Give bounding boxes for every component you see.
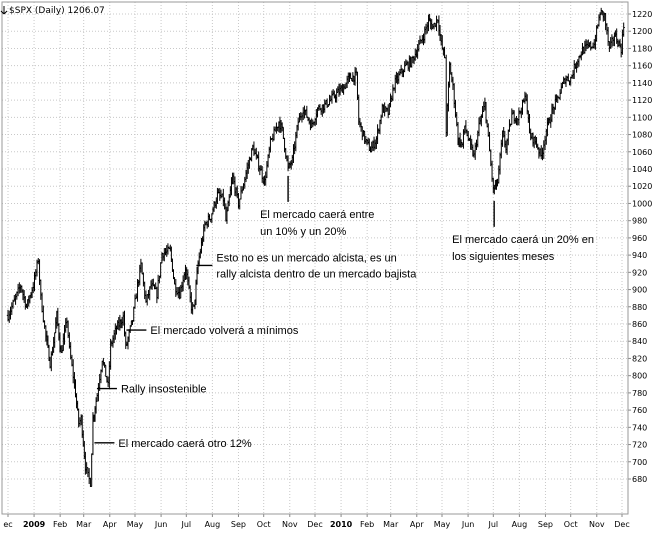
y-tick-label: 680 [632,475,647,484]
x-tick-label: 2009 [23,520,46,529]
annotation-text: los siguientes meses [452,251,555,263]
y-tick-label: 960 [632,234,647,243]
annotation-text: Esto no es un mercado alcista, es un [216,252,396,264]
y-tick-label: 980 [632,217,647,226]
annotation: Esto no es un mercado alcista, es un rall… [196,252,417,280]
x-tick-label: Jul [180,520,191,529]
annotation-text: El mercado caerá entre [260,209,374,221]
y-tick-label: 1140 [632,79,652,88]
x-axis: ec 2009 Feb Mar Apr May Jun Jul Aug Sep Oct Nov Dec 2… [3,514,630,529]
x-tick-label: Jun [461,520,475,529]
annotation-text: El mercado volverá a mínimos [150,325,298,337]
y-tick-label: 1120 [632,96,652,105]
annotation: El mercado caerá otro 12% [94,438,252,450]
annotation-text: El mercado caerá un 20% en [452,234,594,246]
y-tick-label: 780 [632,389,647,398]
y-tick-label: 1160 [632,62,652,71]
y-tick-label: 880 [632,303,647,312]
y-tick-label: 1020 [632,182,652,191]
x-tick-label: May [434,520,451,529]
x-tick-label: ec [3,520,12,529]
y-tick-label: 1220 [632,10,652,19]
x-tick-label: Nov [589,520,605,529]
y-tick-label: 1180 [632,44,652,53]
y-tick-label: 1100 [632,113,652,122]
y-tick-label: 720 [632,441,647,450]
y-tick-label: 1080 [632,131,652,140]
annotation-text: El mercado caerá otro 12% [118,438,252,450]
x-tick-label: Aug [205,520,221,529]
cursor-icon [0,6,8,15]
y-tick-label: 1040 [632,165,652,174]
price-series [6,7,625,487]
annotation-text: un 10% y un 20% [260,226,346,238]
x-tick-label: Dec [614,520,629,529]
x-tick-label: 2010 [330,520,353,529]
y-tick-label: 740 [632,423,647,432]
annotation-text: rally alcista dentro de un mercado bajis… [216,268,417,280]
y-tick-label: 900 [632,286,647,295]
y-tick-label: 820 [632,354,647,363]
y-tick-label: 1000 [632,199,652,208]
y-tick-label: 860 [632,320,647,329]
x-tick-label: Sep [538,520,553,529]
annotation-text: Rally insostenible [121,384,207,396]
x-tick-label: Jun [154,520,168,529]
x-tick-label: May [127,520,144,529]
x-tick-label: Dec [307,520,322,529]
x-tick-label: Jul [487,520,498,529]
y-tick-label: 920 [632,268,647,277]
y-tick-label: 760 [632,406,647,415]
x-tick-label: Feb [360,520,374,529]
x-tick-label: Oct [257,520,271,529]
y-tick-label: 940 [632,251,647,260]
annotations: El mercado caerá otro 12% Rally insosteni… [94,175,594,450]
grid [2,2,628,514]
annotation: El mercado caerá entre un 10% y un 20% [260,175,374,238]
x-tick-label: Sep [231,520,246,529]
x-tick-label: Apr [103,520,118,529]
x-tick-label: Nov [282,520,298,529]
y-tick-label: 1060 [632,148,652,157]
x-tick-label: Mar [76,520,92,529]
y-tick-label: 1200 [632,27,652,36]
annotation: El mercado caerá un 20% en los siguientes… [452,200,594,263]
y-tick-label: 800 [632,372,647,381]
chart-title: $SPX (Daily) 1206.07 [9,6,105,16]
y-tick-label: 840 [632,337,647,346]
x-tick-label: Feb [53,520,67,529]
annotation: El mercado volverá a mínimos [126,325,299,337]
x-tick-label: Apr [410,520,425,529]
x-tick-label: Mar [383,520,399,529]
x-tick-label: Oct [564,520,578,529]
ohlc-bar [622,22,625,37]
y-tick-label: 700 [632,458,647,467]
plot-frame [1,1,629,515]
x-tick-label: Aug [512,520,528,529]
y-axis: 680 700 720 740 760 780 800 820 840 860 880 900 920 9… [628,10,652,484]
annotation: Rally insostenible [96,384,207,396]
